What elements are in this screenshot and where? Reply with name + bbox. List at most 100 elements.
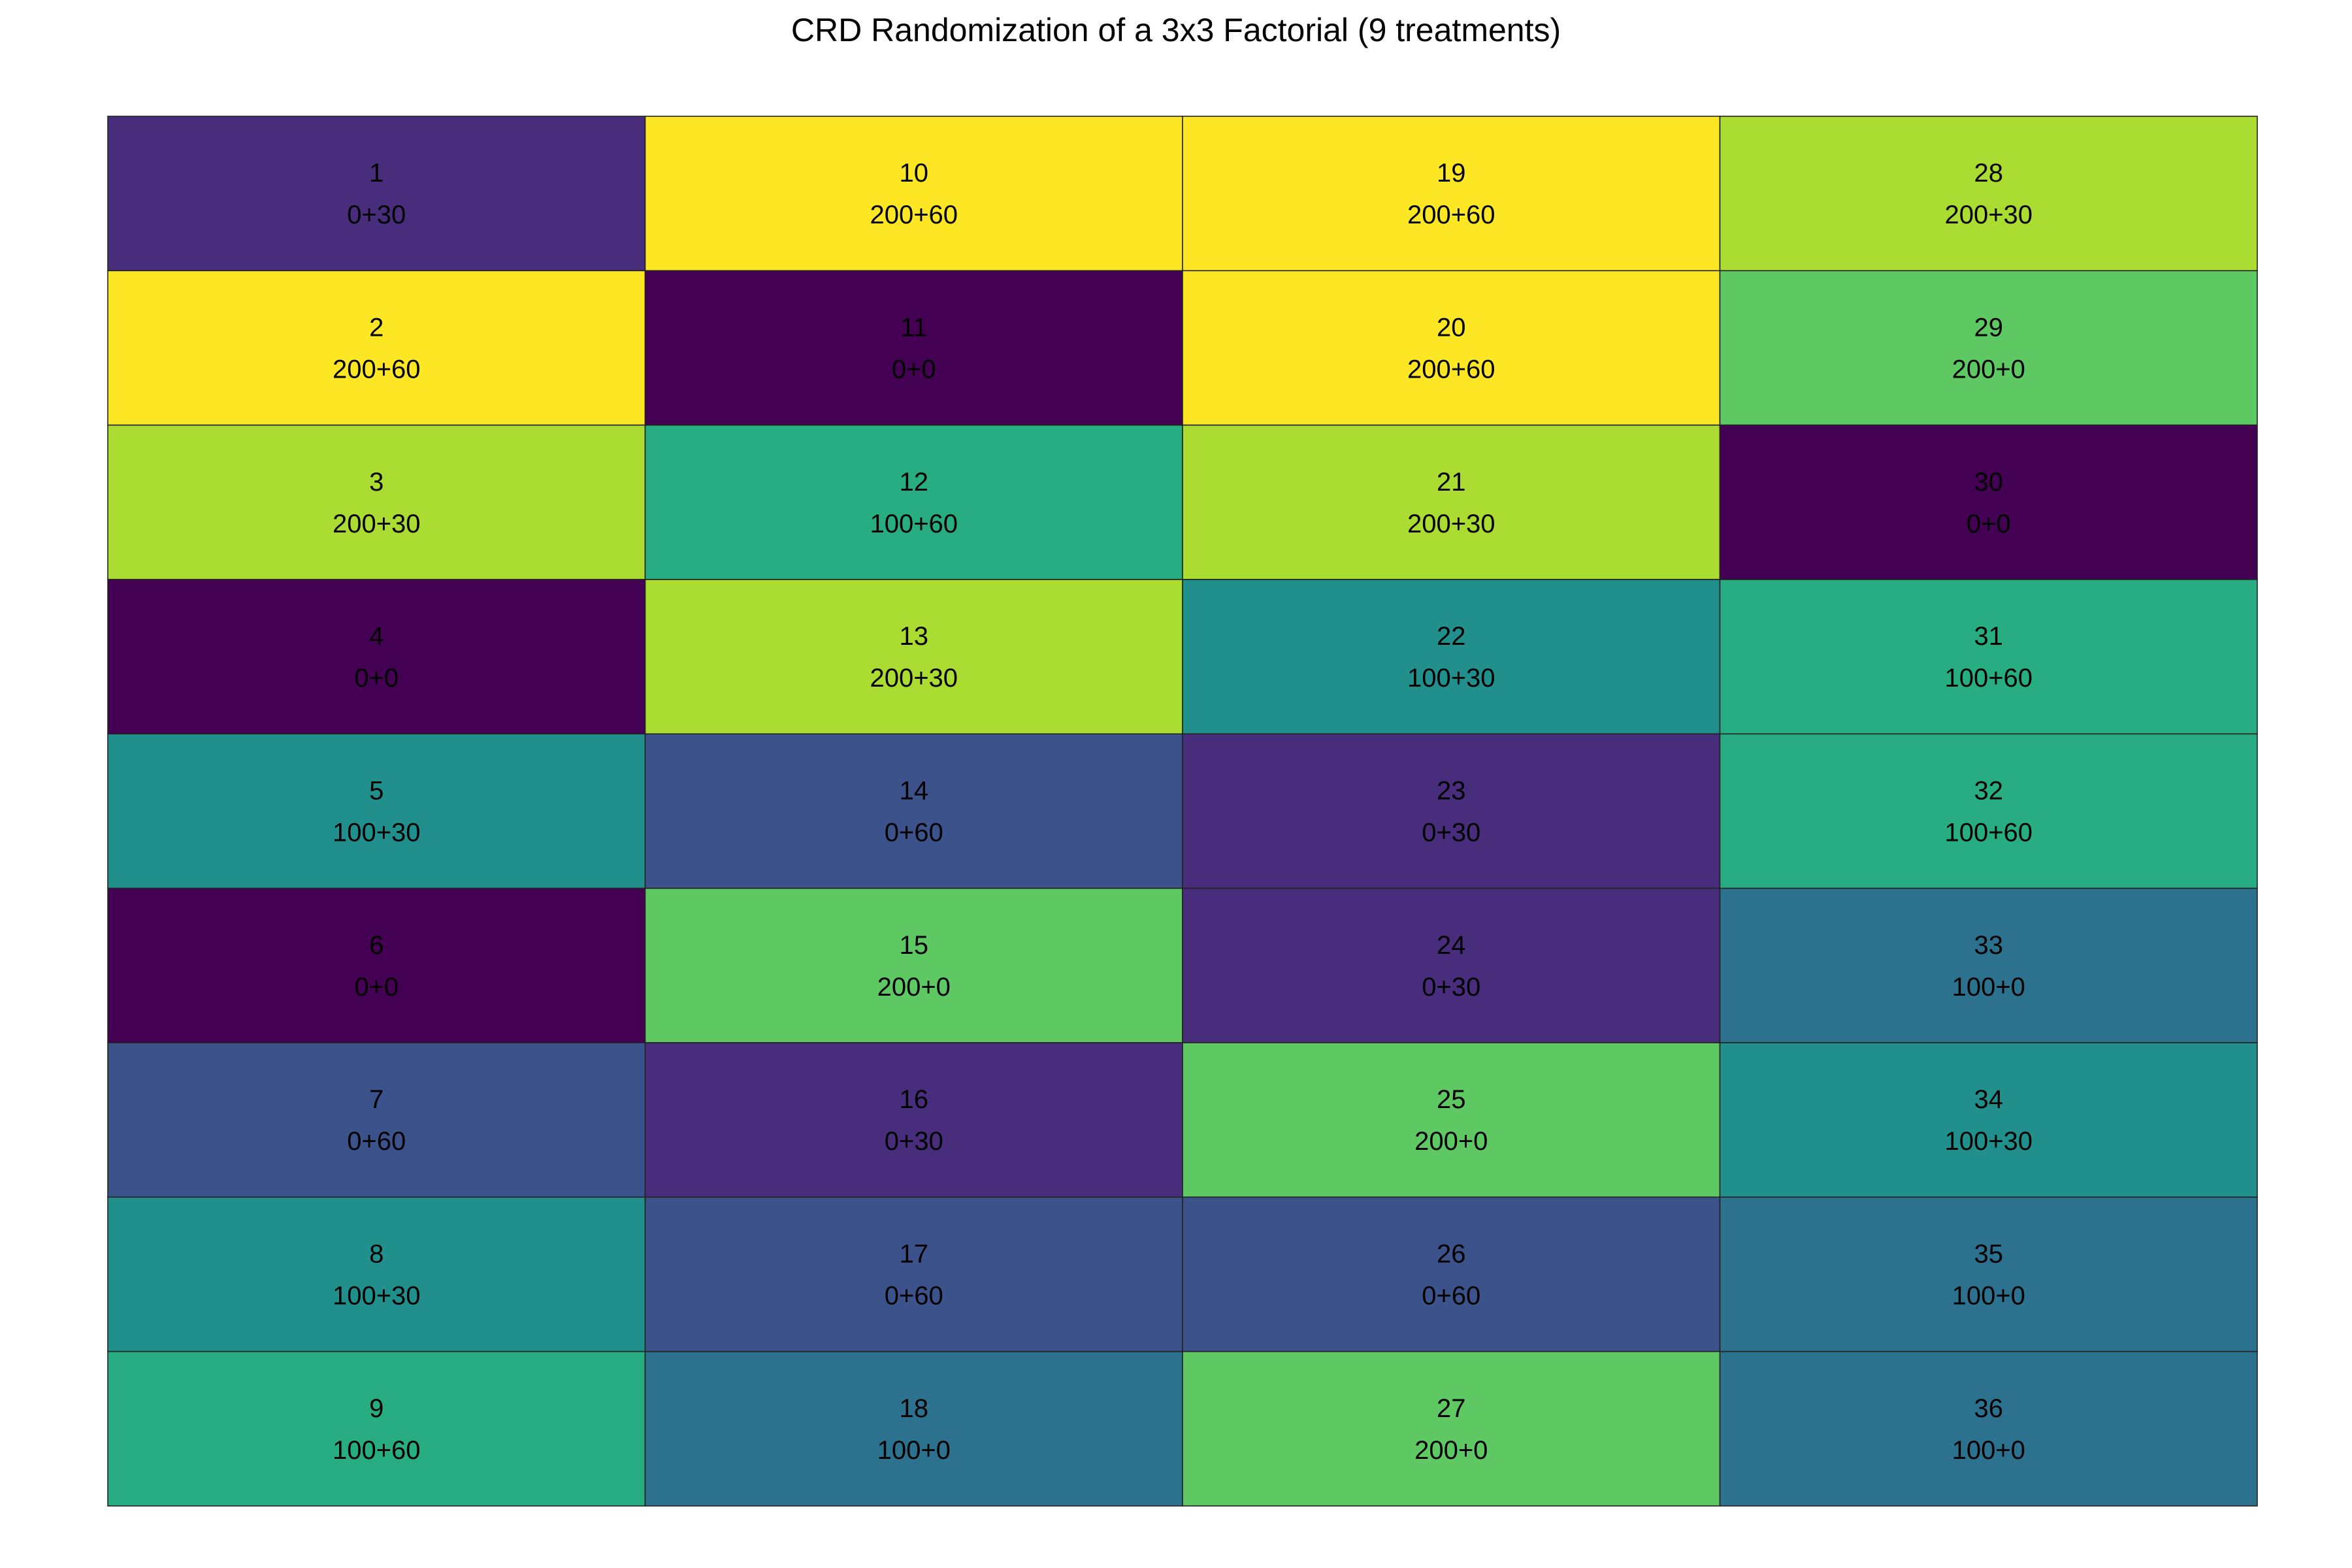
treatment-label: 100+0 xyxy=(1952,1436,2025,1465)
plot-number-label: 20 xyxy=(1437,314,1466,342)
plot-cell-rect xyxy=(107,116,646,272)
treatment-label: 0+60 xyxy=(347,1127,406,1156)
plot-cell: 26 0+60 xyxy=(1182,1196,1721,1352)
plot-cell-rect xyxy=(644,1350,1183,1507)
plot-number-label: 26 xyxy=(1437,1240,1466,1269)
plot-cell-rect xyxy=(644,424,1183,580)
plot-cell: 22 100+30 xyxy=(1182,579,1721,735)
plot-number-label: 3 xyxy=(369,468,384,497)
treatment-label: 0+30 xyxy=(347,201,406,229)
treatment-label: 100+30 xyxy=(1944,1127,2033,1156)
plot-cell-rect xyxy=(107,579,646,735)
plot-cell: 60+0 xyxy=(107,887,646,1043)
plot-number-label: 17 xyxy=(900,1240,929,1269)
plot-number-label: 22 xyxy=(1437,622,1466,651)
plot-cell: 3 200+30 xyxy=(107,424,646,580)
plot-number-label: 34 xyxy=(1974,1085,2004,1114)
plot-cell: 21 200+30 xyxy=(1182,424,1721,580)
plot-cell-rect xyxy=(1719,1042,2258,1198)
treatment-label: 200+60 xyxy=(333,355,421,384)
plot-cell-rect xyxy=(107,1196,646,1352)
plot-number-label: 1 xyxy=(369,159,384,188)
plot-cell-rect xyxy=(107,270,646,426)
treatment-label: 200+30 xyxy=(870,664,958,693)
plot-number-label: 31 xyxy=(1974,622,2004,651)
plot-cell: 10 200+60 xyxy=(644,116,1183,272)
plot-cell: 24 0+30 xyxy=(1182,887,1721,1043)
treatment-label: 100+60 xyxy=(870,510,958,538)
treatment-label: 100+0 xyxy=(877,1436,951,1465)
plot-number-label: 7 xyxy=(369,1085,384,1114)
plot-cell: 20 200+60 xyxy=(1182,270,1721,426)
plot-cell-rect xyxy=(1719,579,2258,735)
plot-number-label: 19 xyxy=(1437,159,1466,188)
treatment-label: 0+60 xyxy=(1422,1282,1480,1311)
plot-cell: 300+0 xyxy=(1719,424,2258,580)
plot-cell: 19 200+60 xyxy=(1182,116,1721,272)
plot-number-label: 36 xyxy=(1974,1394,2004,1423)
treatment-label: 0+0 xyxy=(892,355,936,384)
plot-number-label: 33 xyxy=(1974,931,2004,960)
plot-cell: 18 100+0 xyxy=(644,1350,1183,1507)
plot-cell-rect xyxy=(1719,116,2258,272)
plot-cell-rect xyxy=(107,1042,646,1198)
plot-number-label: 6 xyxy=(369,931,384,960)
plot-cell-rect xyxy=(1719,733,2258,889)
treatment-label: 100+60 xyxy=(1944,664,2033,693)
plot-cell: 27 200+0 xyxy=(1182,1350,1721,1507)
plot-cell: 33 100+0 xyxy=(1719,887,2258,1043)
plot-cell: 110+0 xyxy=(644,270,1183,426)
plot-number-label: 8 xyxy=(369,1240,384,1269)
plot-cell-rect xyxy=(1182,1042,1721,1198)
plot-cell: 12 100+60 xyxy=(644,424,1183,580)
treatment-label: 200+30 xyxy=(1407,510,1495,538)
plot-cell: 31 100+60 xyxy=(1719,579,2258,735)
plot-cell: 2 200+60 xyxy=(107,270,646,426)
plot-cell-rect xyxy=(644,116,1183,272)
plot-cell-rect xyxy=(1182,270,1721,426)
plot-cell-rect xyxy=(1719,887,2258,1043)
treatment-label: 200+60 xyxy=(870,201,958,229)
plot-cell-rect xyxy=(1719,424,2258,580)
treatment-label: 200+0 xyxy=(877,973,951,1002)
plot-cell-rect xyxy=(644,887,1183,1043)
chart-title: CRD Randomization of a 3x3 Factorial (9 … xyxy=(791,12,1561,48)
plot-number-label: 28 xyxy=(1974,159,2004,188)
plot-cell: 29 200+0 xyxy=(1719,270,2258,426)
plot-number-label: 24 xyxy=(1437,931,1466,960)
treatment-label: 200+60 xyxy=(1407,201,1495,229)
treatment-label: 100+30 xyxy=(1407,664,1495,693)
plot-cell: 34 100+30 xyxy=(1719,1042,2258,1198)
treatment-label: 200+30 xyxy=(1944,201,2033,229)
treatment-label: 100+60 xyxy=(333,1436,421,1465)
plot-cell-rect xyxy=(644,270,1183,426)
plot-number-label: 12 xyxy=(900,468,929,497)
plot-number-label: 15 xyxy=(900,931,929,960)
plot-cell-rect xyxy=(1719,270,2258,426)
plot-cell-rect xyxy=(1182,116,1721,272)
plot-cell-rect xyxy=(644,579,1183,735)
plot-number-label: 23 xyxy=(1437,777,1466,806)
plot-number-label: 11 xyxy=(900,314,928,342)
plot-number-label: 29 xyxy=(1974,314,2004,342)
plot-number-label: 30 xyxy=(1974,468,2004,497)
plot-cell: 23 0+30 xyxy=(1182,733,1721,889)
treatment-label: 0+0 xyxy=(1967,510,2011,538)
plot-cell: 28 200+30 xyxy=(1719,116,2258,272)
plot-cell-rect xyxy=(1182,733,1721,889)
plot-cell: 14 0+60 xyxy=(644,733,1183,889)
plot-cell-rect xyxy=(1182,887,1721,1043)
plot-cell-rect xyxy=(107,733,646,889)
treatment-label: 0+30 xyxy=(1422,819,1480,847)
plot-number-label: 5 xyxy=(369,777,384,806)
plot-cell: 15 200+0 xyxy=(644,887,1183,1043)
plot-cell-rect xyxy=(1719,1196,2258,1352)
plot-number-label: 16 xyxy=(900,1085,929,1114)
plot-cell-rect xyxy=(1182,1196,1721,1352)
plot-cell: 7 0+60 xyxy=(107,1042,646,1198)
treatment-label: 200+60 xyxy=(1407,355,1495,384)
plot-number-label: 9 xyxy=(369,1394,384,1423)
plot-cell: 16 0+30 xyxy=(644,1042,1183,1198)
plot-cell: 35 100+0 xyxy=(1719,1196,2258,1352)
